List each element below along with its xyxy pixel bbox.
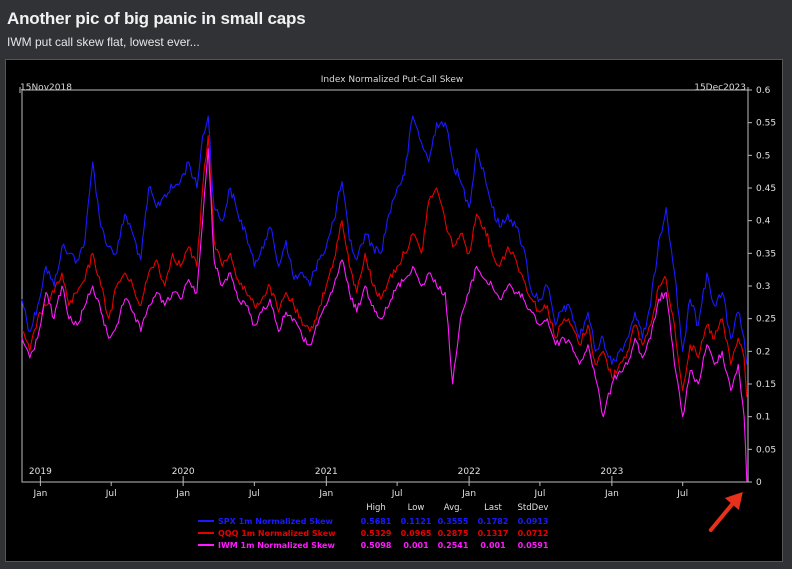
- legend-stat-value: 0.0965: [401, 529, 432, 538]
- y-tick-label: 0.3: [756, 282, 770, 292]
- spx-series-line: [21, 115, 748, 365]
- x-tick-label: Jul: [391, 489, 403, 499]
- post-title: Another pic of big panic in small caps: [7, 9, 306, 28]
- legend-stat-value: 0.1782: [478, 517, 509, 526]
- y-tick-label: 0.4: [756, 217, 771, 227]
- x-tick-label: Jan: [461, 489, 476, 499]
- chart-container: Index Normalized Put-Call Skew 15Nov2018…: [5, 59, 783, 562]
- post-subtitle: IWM put call skew flat, lowest ever...: [7, 35, 200, 49]
- x-tick-label: Jan: [318, 489, 333, 499]
- legend-stat-value: 0.0712: [518, 529, 549, 538]
- y-tick-label: 0: [756, 478, 762, 488]
- legend-stat-value: 0.2541: [438, 541, 469, 550]
- y-tick-label: 0.5: [756, 151, 770, 161]
- year-label: 2019: [29, 467, 52, 477]
- legend-series-name: QQQ 1m Normalized Skew: [218, 529, 336, 538]
- qqq-series-line: [21, 135, 748, 398]
- y-tick-label: 0.15: [756, 380, 776, 390]
- arrow-shaft: [708, 499, 737, 532]
- skew-chart: Index Normalized Put-Call Skew 15Nov2018…: [19, 75, 776, 550]
- x-tick-label: Jan: [175, 489, 190, 499]
- x-tick-label: Jan: [604, 489, 619, 499]
- red-arrow-annotation: [708, 492, 743, 532]
- legend-stat-value: 0.0913: [518, 517, 549, 526]
- year-label: 2022: [458, 467, 481, 477]
- x-tick-label: Jul: [248, 489, 260, 499]
- date-start-label: 15Nov2018: [20, 83, 72, 93]
- year-label: 2023: [600, 467, 623, 477]
- legend-series-name: IWM 1m Normalized Skew: [218, 541, 335, 550]
- plot-border: [21, 89, 749, 483]
- date-end-label: 15Dec2023: [694, 83, 746, 93]
- year-label: 2020: [172, 467, 195, 477]
- y-tick-label: 0.05: [756, 445, 776, 455]
- legend-stat-value: 0.1121: [401, 517, 432, 526]
- year-label: 2021: [315, 467, 338, 477]
- stats-header: StdDev: [518, 503, 549, 513]
- stats-header: Avg.: [444, 503, 462, 513]
- plot-area: 0 0.05 0.1 0.15 0.2 0.25 0.3 0.35 0.4 0.45 0.5 0.55…: [19, 86, 776, 499]
- x-tick-label: Jul: [676, 489, 688, 499]
- y-tick-label: 0.25: [756, 315, 776, 325]
- arrow-head: [724, 492, 743, 510]
- y-tick-label: 0.6: [756, 86, 771, 96]
- y-tick-label: 0.2: [756, 347, 770, 357]
- legend-stat-value: 0.5098: [361, 541, 392, 550]
- legend-stat-value: 0.2875: [438, 529, 469, 538]
- legend-stat-value: 0.001: [403, 541, 429, 550]
- stats-header: Low: [408, 503, 425, 513]
- legend-stat-value: 0.5681: [361, 517, 392, 526]
- x-tick-label: Jan: [32, 489, 47, 499]
- legend-stat-value: 0.5329: [361, 529, 392, 538]
- x-tick-label: Jul: [105, 489, 117, 499]
- legend-stat-value: 0.0591: [518, 541, 549, 550]
- y-tick-label: 0.35: [756, 249, 776, 259]
- y-tick-label: 0.1: [756, 413, 770, 423]
- legend-stat-value: 0.1317: [478, 529, 509, 538]
- x-tick-label: Jul: [533, 489, 545, 499]
- stats-header: High: [366, 503, 386, 513]
- chart-title: Index Normalized Put-Call Skew: [321, 75, 463, 85]
- stats-header: Last: [484, 503, 502, 513]
- chart-legend: High Low Avg. Last StdDev SPX 1m Normalized S…: [198, 503, 549, 550]
- legend-stat-value: 0.3555: [438, 517, 469, 526]
- y-tick-label: 0.45: [756, 184, 776, 194]
- legend-stat-value: 0.001: [480, 541, 506, 550]
- legend-series-name: SPX 1m Normalized Skew: [218, 517, 334, 526]
- iwm-series-line: [21, 148, 748, 482]
- y-tick-label: 0.55: [756, 119, 776, 129]
